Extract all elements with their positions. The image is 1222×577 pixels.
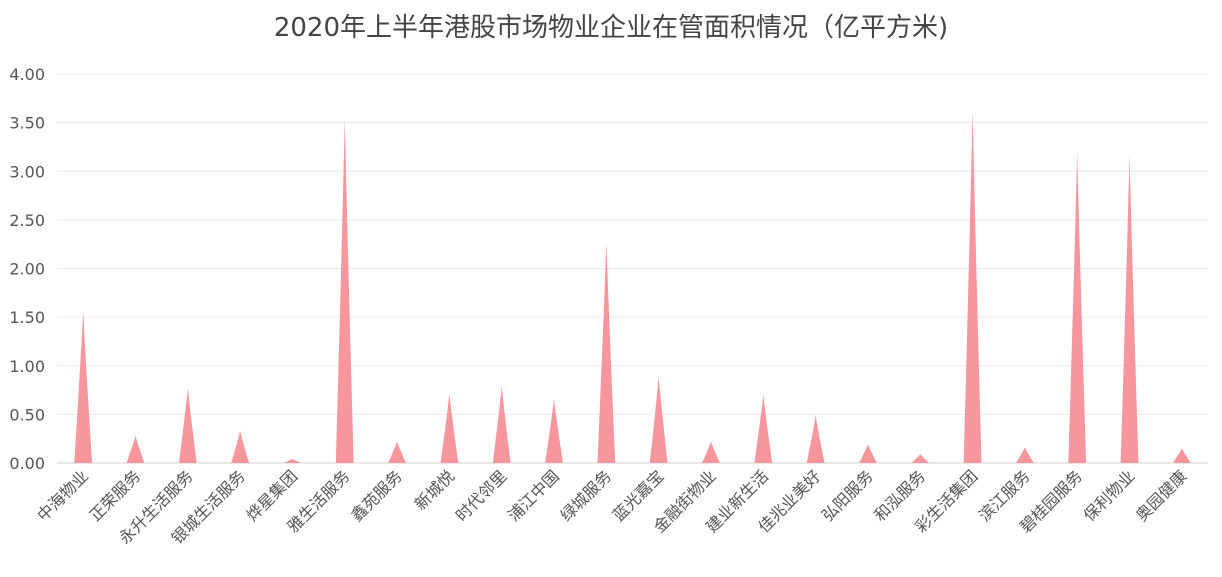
spike-bar (283, 459, 302, 463)
spike-bar (74, 311, 93, 463)
spike-bar (126, 435, 145, 463)
spike-bar (1068, 151, 1087, 464)
y-tick-label: 2.50 (9, 211, 45, 230)
spike-bar (754, 394, 773, 463)
x-tick-label: 弘阳服务 (818, 466, 877, 525)
x-tick-label: 浦江中国 (504, 466, 563, 525)
x-tick-label: 鑫苑服务 (347, 466, 406, 525)
spike-bar (388, 441, 406, 463)
y-tick-label: 4.00 (9, 65, 45, 84)
x-tick-label: 新城悦 (411, 466, 458, 513)
spike-bar (859, 444, 877, 463)
y-tick-label: 3.50 (9, 114, 45, 133)
y-tick-label: 1.50 (9, 308, 45, 327)
spike-bar (545, 398, 563, 463)
y-tick-label: 1.00 (9, 357, 45, 376)
spike-bar (231, 430, 250, 463)
spike-bar (1015, 447, 1034, 463)
spike-bar (1172, 448, 1191, 463)
x-tick-label: 时代邻里 (452, 466, 511, 525)
spike-bar (702, 441, 720, 463)
x-tick-label: 绿城服务 (556, 466, 615, 525)
spike-bar (649, 376, 668, 463)
y-tick-label: 0.00 (9, 454, 45, 473)
spike-bar (911, 454, 930, 463)
x-tick-label: 中海物业 (33, 466, 92, 525)
x-tick-label: 保利物业 (1080, 466, 1139, 525)
spike-bar (1120, 153, 1139, 463)
y-tick-label: 0.50 (9, 405, 45, 424)
spike-bar (440, 393, 459, 463)
spike-bar (178, 388, 197, 463)
chart-title: 2020年上半年港股市场物业企业在管面积情况（亿平方米) (274, 13, 948, 43)
spike-bar (963, 109, 982, 463)
spike-bar (335, 117, 354, 463)
y-tick-label: 2.00 (9, 260, 45, 279)
spike-bar (492, 386, 511, 463)
spike-bar (597, 242, 616, 463)
y-tick-label: 3.00 (9, 162, 45, 181)
spike-bar (806, 415, 825, 463)
x-tick-label: 奥园健康 (1132, 466, 1191, 525)
